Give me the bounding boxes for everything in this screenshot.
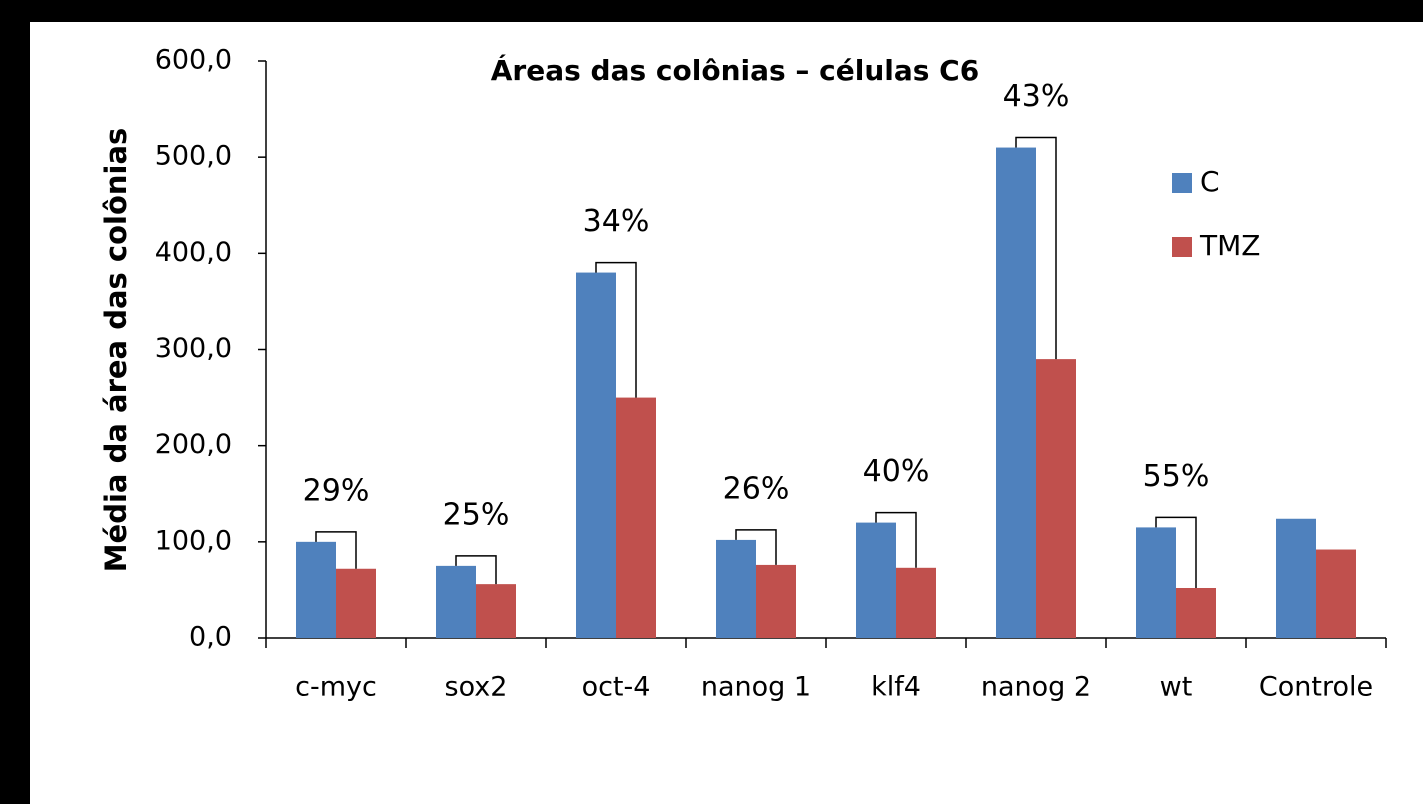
annotation-bracket	[595, 261, 637, 398]
bar	[296, 541, 336, 638]
annotation: 25%	[443, 497, 510, 532]
bar	[896, 567, 936, 638]
plot-background	[30, 22, 1423, 804]
y-tick-label: 300,0	[155, 333, 232, 364]
bar	[1036, 359, 1076, 638]
bar	[1276, 518, 1316, 638]
bar	[716, 539, 756, 638]
legend-label: TMZ	[1199, 229, 1260, 262]
bar	[756, 564, 796, 638]
y-tick-label: 200,0	[155, 429, 232, 460]
x-tick-label: c-myc	[295, 672, 377, 703]
legend-swatch	[1172, 173, 1192, 193]
x-tick-label: wt	[1160, 672, 1193, 703]
x-tick-label: Controle	[1259, 672, 1373, 703]
annotation-bracket	[875, 511, 917, 568]
annotation: 34%	[583, 204, 650, 239]
x-tick-label: klf4	[871, 672, 921, 703]
x-tick-label: nanog 1	[701, 672, 811, 703]
bar	[436, 565, 476, 638]
annotation-bracket	[1015, 136, 1057, 360]
bar	[1176, 587, 1216, 638]
legend-label: C	[1200, 165, 1220, 198]
annotation-bracket	[455, 555, 497, 585]
bar	[336, 568, 376, 638]
bar	[856, 522, 896, 638]
legend-swatch	[1172, 237, 1192, 257]
bar	[576, 272, 616, 638]
annotation-bracket	[735, 529, 777, 565]
annotation: 55%	[1143, 459, 1210, 494]
y-tick-label: 600,0	[155, 45, 232, 76]
y-tick-label: 100,0	[155, 525, 232, 556]
bar	[1136, 527, 1176, 638]
annotation: 43%	[1003, 79, 1070, 114]
y-tick-label: 400,0	[155, 237, 232, 268]
x-tick-label: oct-4	[582, 672, 651, 703]
y-axis-title: Média da área das colônias	[99, 128, 133, 573]
y-tick-label: 500,0	[155, 141, 232, 172]
y-tick-label: 0,0	[189, 622, 232, 653]
annotation-bracket	[1155, 516, 1197, 588]
x-tick-label: nanog 2	[981, 672, 1091, 703]
annotation-bracket	[315, 531, 357, 569]
bar	[996, 147, 1036, 639]
annotation: 29%	[303, 473, 370, 508]
bar	[476, 584, 516, 638]
chart-title: Áreas das colônias – células C6	[491, 53, 979, 87]
annotation: 40%	[863, 454, 930, 489]
bar	[616, 397, 656, 638]
bar	[1316, 549, 1356, 638]
annotation: 26%	[723, 471, 790, 506]
x-tick-label: sox2	[445, 672, 508, 703]
